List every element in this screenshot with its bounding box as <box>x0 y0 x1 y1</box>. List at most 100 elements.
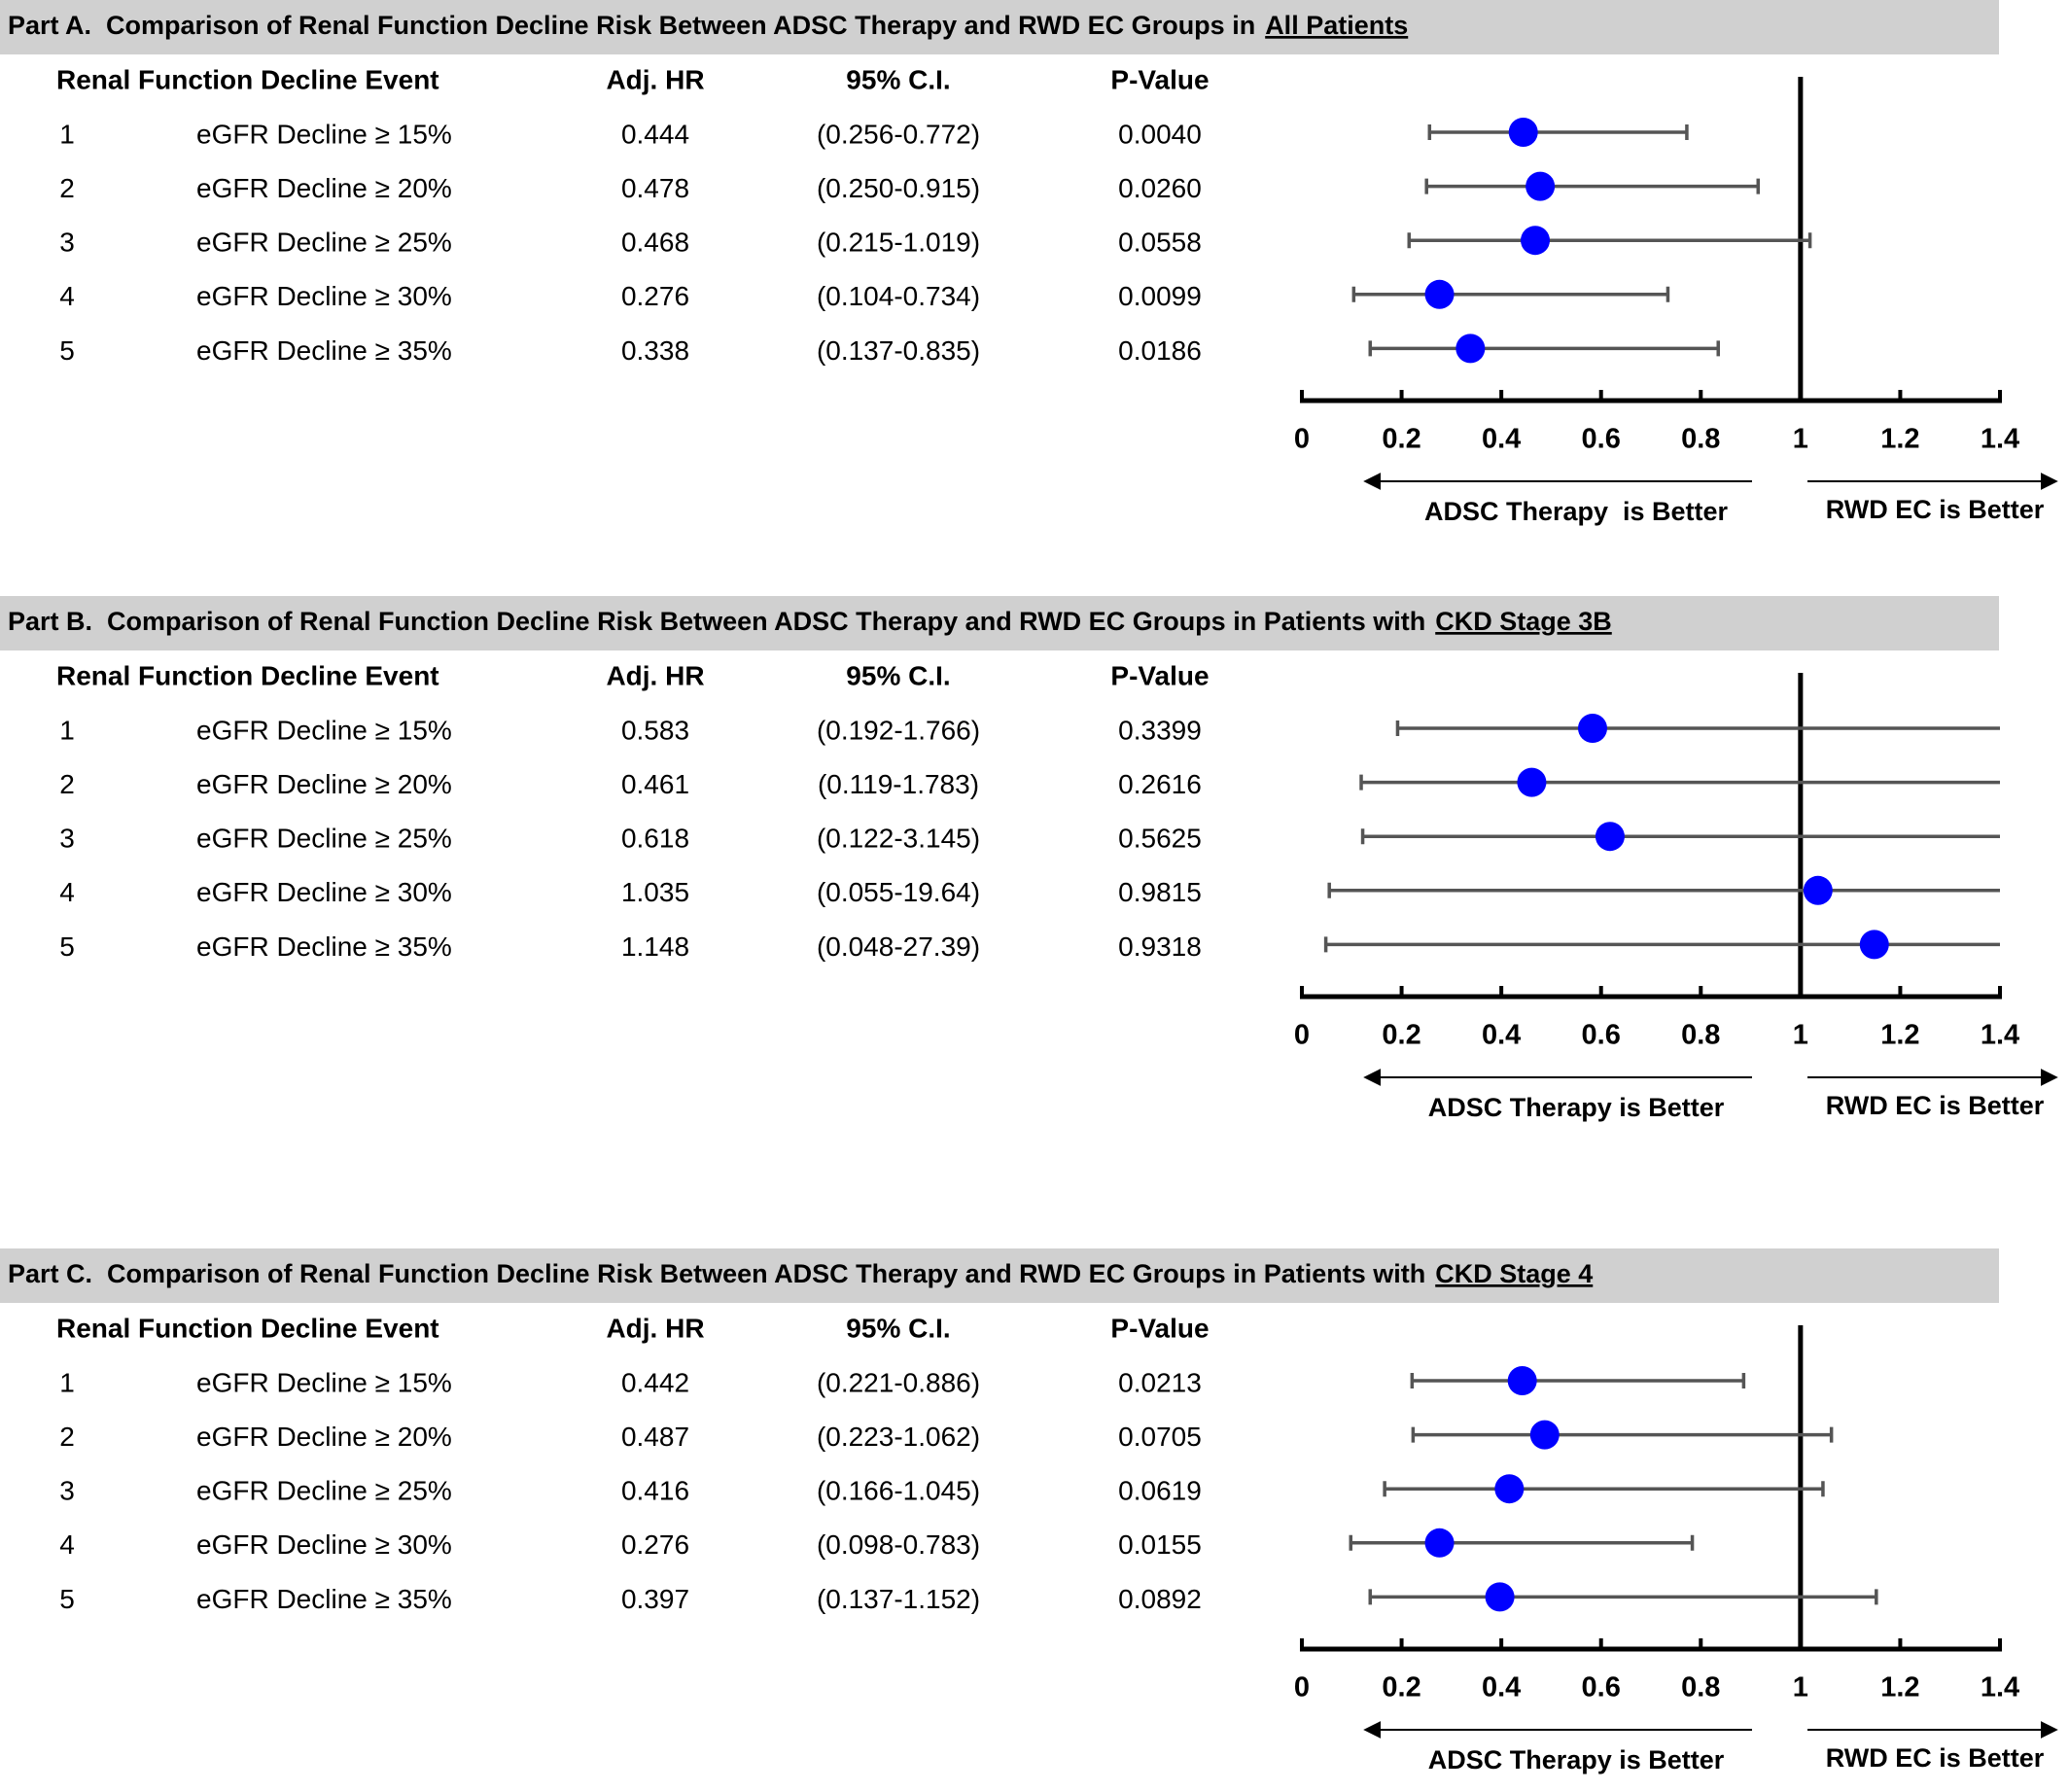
ci-label: (0.256-0.772) <box>817 119 980 149</box>
error-bar <box>1368 340 1720 357</box>
column-header: P-Value <box>1110 1313 1209 1343</box>
row-number: 1 <box>59 715 75 745</box>
row-number: 2 <box>59 769 75 799</box>
event-label: eGFR Decline ≥ 20% <box>196 769 452 799</box>
x-tick-label: 0.8 <box>1681 424 1720 455</box>
title-text: Part B. Comparison of Renal Function Dec… <box>8 607 1425 636</box>
event-label: eGFR Decline ≥ 30% <box>196 877 452 907</box>
error-bar <box>1323 936 2000 953</box>
hr-point <box>1424 279 1455 309</box>
p-value: 0.2616 <box>1118 769 1202 799</box>
error-bar <box>1349 1534 1695 1551</box>
p-value: 0.0705 <box>1118 1422 1202 1452</box>
event-label: eGFR Decline ≥ 20% <box>196 1422 452 1452</box>
ci-label: (0.137-1.152) <box>817 1584 980 1614</box>
x-tick-label: 0 <box>1294 1672 1310 1704</box>
hr-point <box>1507 1366 1537 1395</box>
x-tick-label: 0.6 <box>1582 1020 1621 1051</box>
event-label: eGFR Decline ≥ 35% <box>196 931 452 962</box>
p-value: 0.9318 <box>1118 931 1202 962</box>
hr-value: 0.461 <box>621 769 689 799</box>
x-tick-label: 1 <box>1793 1020 1808 1051</box>
p-value: 0.5625 <box>1118 824 1202 854</box>
row-number: 5 <box>59 335 75 366</box>
ci-label: (0.122-3.145) <box>817 824 980 854</box>
x-tick-label: 0.2 <box>1382 1020 1420 1051</box>
right-arrow-label: RWD EC is Better <box>1826 1743 2045 1773</box>
p-value: 0.9815 <box>1118 877 1202 907</box>
ci-label: (0.192-1.766) <box>817 715 980 745</box>
x-tick-label: 0.2 <box>1382 1672 1420 1704</box>
x-tick-label: 1.2 <box>1880 1672 1919 1704</box>
p-value: 0.0099 <box>1118 281 1202 311</box>
panel-title: Part C. Comparison of Renal Function Dec… <box>8 1259 1593 1288</box>
row-number: 2 <box>59 173 75 203</box>
panel-header-band <box>0 1248 1999 1303</box>
hr-point <box>1859 930 1889 960</box>
panel: Part B. Comparison of Renal Function Dec… <box>0 596 2058 1122</box>
hr-point <box>1485 1582 1515 1612</box>
title-text: Part A. Comparison of Renal Function Dec… <box>8 11 1255 40</box>
hr-point <box>1494 1474 1525 1504</box>
x-tick-label: 0.8 <box>1681 1020 1720 1051</box>
p-value: 0.0155 <box>1118 1529 1202 1560</box>
row-number: 1 <box>59 119 75 149</box>
x-tick-label: 1.2 <box>1880 1020 1919 1051</box>
right-arrow-label: RWD EC is Better <box>1826 1091 2045 1120</box>
event-label: eGFR Decline ≥ 35% <box>196 1584 452 1614</box>
column-header: 95% C.I. <box>846 1313 950 1343</box>
row-number: 4 <box>59 877 75 907</box>
hr-point <box>1529 1420 1560 1450</box>
hr-value: 1.035 <box>621 877 689 907</box>
panel: Part C. Comparison of Renal Function Dec… <box>0 1248 2058 1774</box>
event-label: eGFR Decline ≥ 15% <box>196 715 452 745</box>
error-bar <box>1368 1589 1878 1605</box>
column-header: Renal Function Decline Event <box>56 64 439 94</box>
column-header: Renal Function Decline Event <box>56 1313 439 1343</box>
hr-point <box>1525 171 1556 201</box>
hr-value: 0.276 <box>621 1529 689 1560</box>
error-bar <box>1327 882 2000 898</box>
event-label: eGFR Decline ≥ 20% <box>196 173 452 203</box>
p-value: 0.0558 <box>1118 228 1202 258</box>
x-tick-label: 0 <box>1294 424 1310 455</box>
x-tick-label: 0.8 <box>1681 1672 1720 1704</box>
error-bar <box>1411 1426 1834 1443</box>
left-arrow-label: ADSC Therapy is Better <box>1428 1745 1725 1774</box>
row-number: 4 <box>59 281 75 311</box>
row-number: 1 <box>59 1367 75 1397</box>
ci-label: (0.055-19.64) <box>817 877 980 907</box>
hr-value: 0.416 <box>621 1476 689 1506</box>
x-tick-label: 0.4 <box>1482 1672 1521 1704</box>
event-label: eGFR Decline ≥ 15% <box>196 119 452 149</box>
event-label: eGFR Decline ≥ 25% <box>196 1476 452 1506</box>
hr-point <box>1521 226 1551 256</box>
hr-value: 0.478 <box>621 173 689 203</box>
x-tick-label: 0.6 <box>1582 1672 1621 1704</box>
title-text: Part C. Comparison of Renal Function Dec… <box>8 1259 1425 1288</box>
title-emphasis: CKD Stage 4 <box>1435 1259 1593 1288</box>
x-tick-label: 0.4 <box>1482 424 1521 455</box>
error-bar <box>1427 124 1689 140</box>
hr-point <box>1508 118 1538 147</box>
ci-label: (0.223-1.062) <box>817 1422 980 1452</box>
ci-label: (0.215-1.019) <box>817 228 980 258</box>
column-header: Renal Function Decline Event <box>56 660 439 690</box>
ci-label: (0.166-1.045) <box>817 1476 980 1506</box>
x-tick-label: 1.4 <box>1981 424 2019 455</box>
x-tick-label: 0.6 <box>1582 424 1621 455</box>
p-value: 0.0040 <box>1118 119 1202 149</box>
panel-title: Part A. Comparison of Renal Function Dec… <box>8 11 1408 40</box>
event-label: eGFR Decline ≥ 25% <box>196 228 452 258</box>
ci-label: (0.119-1.783) <box>818 769 979 799</box>
row-number: 3 <box>59 824 75 854</box>
x-tick-label: 1.2 <box>1880 424 1919 455</box>
ci-label: (0.048-27.39) <box>817 931 980 962</box>
column-header: Adj. HR <box>606 1313 704 1343</box>
event-label: eGFR Decline ≥ 30% <box>196 1529 452 1560</box>
event-label: eGFR Decline ≥ 35% <box>196 335 452 366</box>
row-number: 5 <box>59 931 75 962</box>
column-header: P-Value <box>1110 660 1209 690</box>
hr-value: 0.618 <box>621 824 689 854</box>
